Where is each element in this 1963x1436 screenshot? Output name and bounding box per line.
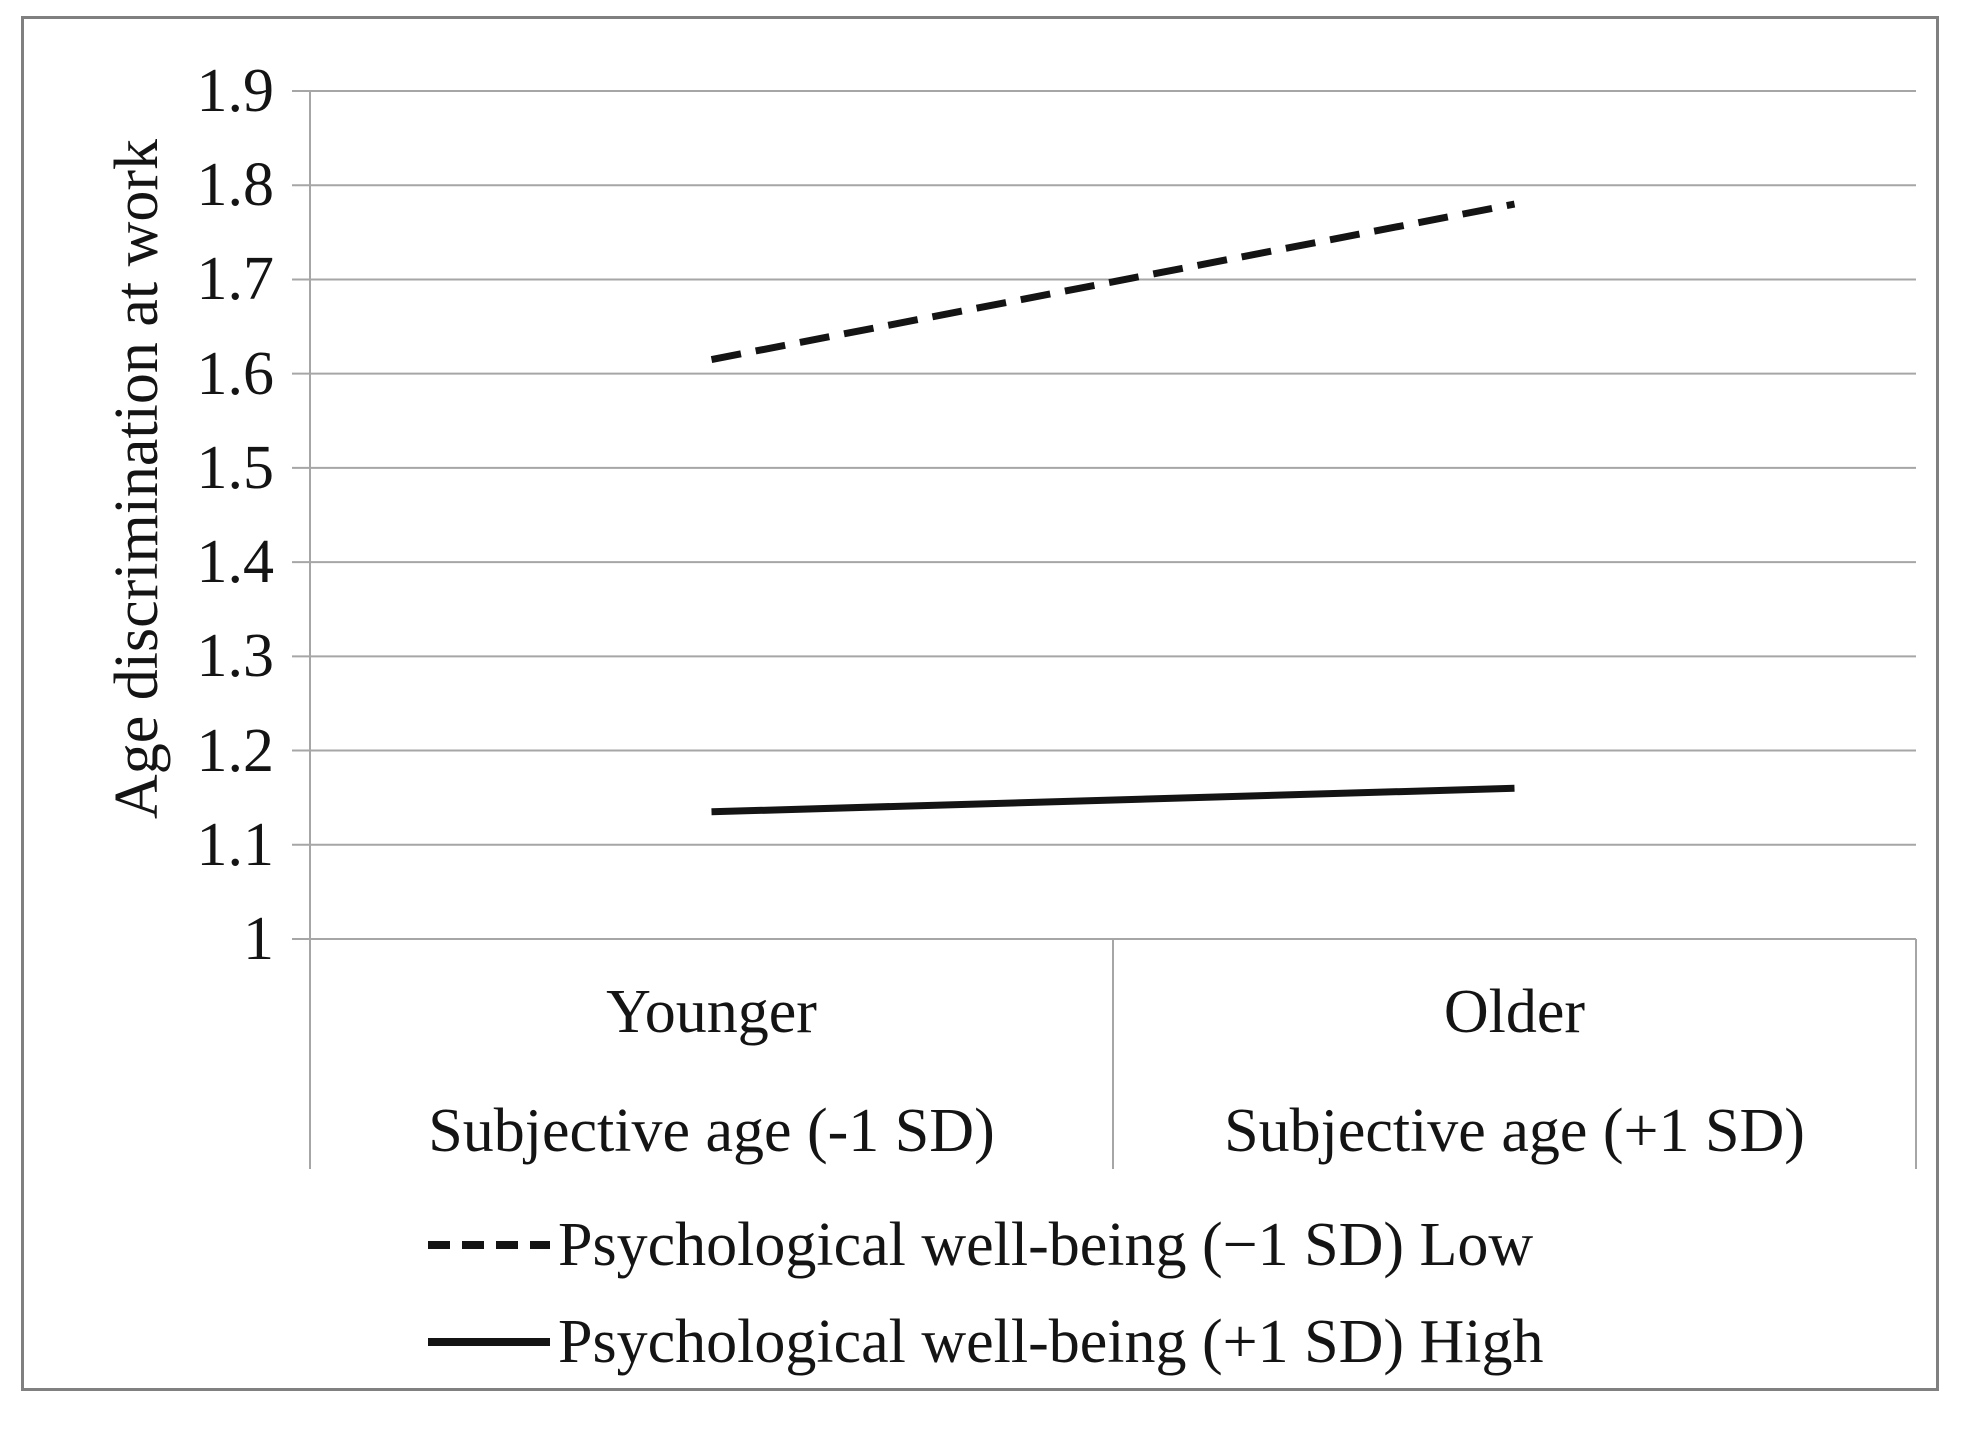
- legend-item-high: Psychological well-being (+1 SD) High: [427, 1302, 1544, 1382]
- y-tick-label: 1.9: [196, 57, 275, 125]
- y-tick-label: 1.4: [196, 528, 275, 597]
- x-category-younger-subtitle: Subjective age (-1 SD): [428, 1097, 995, 1165]
- dashed-line-sample: [428, 1241, 550, 1249]
- figure-border: Age discrimination at work 1.9 1.8 1.7 1.6 1…: [21, 16, 1939, 1391]
- y-tick-label: 1.7: [196, 245, 275, 314]
- x-category-older-subtitle: Subjective age (+1 SD): [1224, 1097, 1805, 1165]
- y-tick-label: 1.8: [196, 151, 275, 220]
- x-category-younger: Younger: [606, 978, 817, 1046]
- x-category-older: Older: [1443, 978, 1586, 1046]
- y-tick-label: 1.5: [196, 433, 275, 502]
- y-tick-label: 1.3: [196, 622, 275, 691]
- y-tick-label: 1.1: [196, 810, 275, 879]
- legend-label-high: Psychological well-being (+1 SD) High: [558, 1308, 1544, 1376]
- solid-line-sample: [428, 1338, 550, 1346]
- series-line-solid: [711, 784, 1515, 816]
- y-tick-label: 1.6: [196, 339, 275, 408]
- plot-area: [292, 90, 1917, 1169]
- y-tick-label: 1: [243, 905, 274, 973]
- y-tick-label: 1.2: [196, 716, 275, 785]
- series-line-dashed: [710, 200, 1516, 363]
- legend-label-low: Psychological well-being (−1 SD) Low: [558, 1211, 1534, 1279]
- legend-item-low: Psychological well-being (−1 SD) Low: [427, 1205, 1533, 1285]
